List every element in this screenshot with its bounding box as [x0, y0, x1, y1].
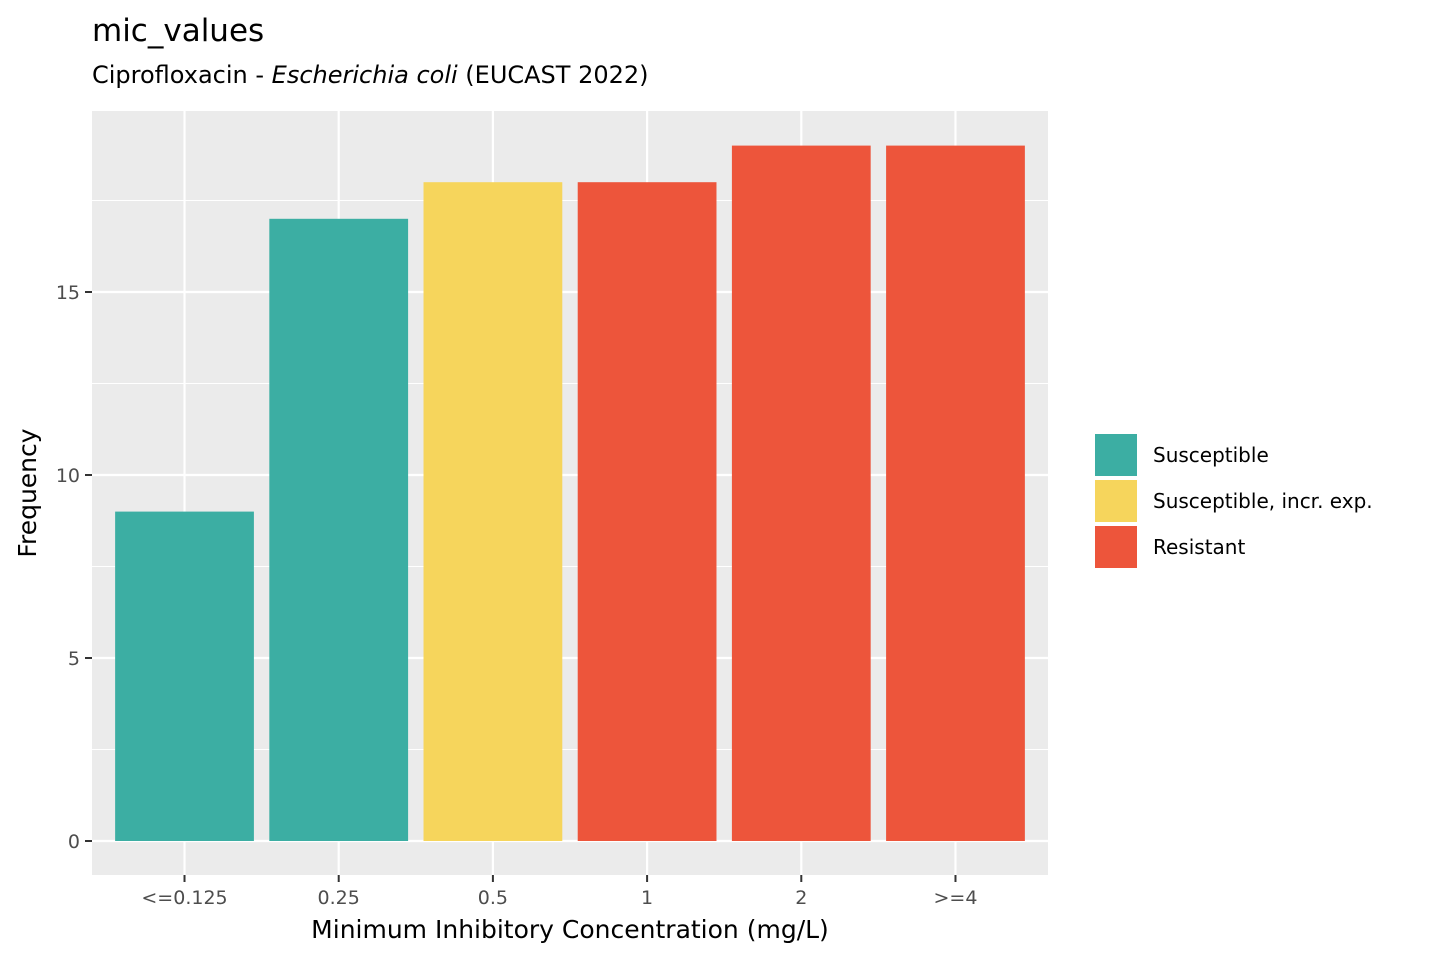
- legend-label-2: Resistant: [1153, 535, 1245, 559]
- bar-2: [423, 182, 563, 841]
- y-axis: 0 5 10 15: [56, 282, 92, 853]
- x-tick-label-0: <=0.125: [141, 887, 227, 909]
- legend-key-1: [1093, 478, 1139, 524]
- bar-1: [269, 218, 409, 842]
- legend-label-1: Susceptible, incr. exp.: [1153, 489, 1373, 513]
- bar-3: [577, 182, 717, 841]
- bar-4: [731, 145, 871, 842]
- bars: [115, 145, 1025, 842]
- y-tick-label-1: 5: [68, 648, 80, 670]
- bar-0: [115, 511, 254, 841]
- x-axis: <=0.125 0.25 0.5 1 2 >=4: [141, 875, 977, 909]
- y-tick-label-2: 10: [56, 465, 80, 487]
- x-tick-label-2: 0.5: [478, 887, 508, 909]
- subtitle-guideline: (EUCAST 2022): [458, 61, 649, 89]
- subtitle-antibiotic: Ciprofloxacin -: [92, 61, 272, 89]
- subtitle-organism: Escherichia coli: [272, 61, 458, 89]
- x-tick-label-1: 0.25: [318, 887, 360, 909]
- y-tick-label-0: 0: [68, 831, 80, 853]
- legend-key-0: [1093, 432, 1139, 478]
- x-tick-label-5: >=4: [934, 887, 978, 909]
- bar-5: [886, 145, 1025, 842]
- chart-title: mic_values: [92, 13, 264, 49]
- y-axis-title: Frequency: [13, 428, 42, 557]
- x-tick-label-4: 2: [795, 887, 807, 909]
- legend: Susceptible Susceptible, incr. exp. Resist…: [1093, 432, 1373, 570]
- legend-key-2: [1093, 524, 1139, 570]
- y-tick-label-3: 15: [56, 282, 80, 304]
- chart-subtitle: Ciprofloxacin - Escherichia coli (EUCAST…: [92, 61, 649, 89]
- legend-label-0: Susceptible: [1153, 443, 1269, 467]
- x-axis-title: Minimum Inhibitory Concentration (mg/L): [311, 915, 829, 944]
- x-tick-label-3: 1: [641, 887, 653, 909]
